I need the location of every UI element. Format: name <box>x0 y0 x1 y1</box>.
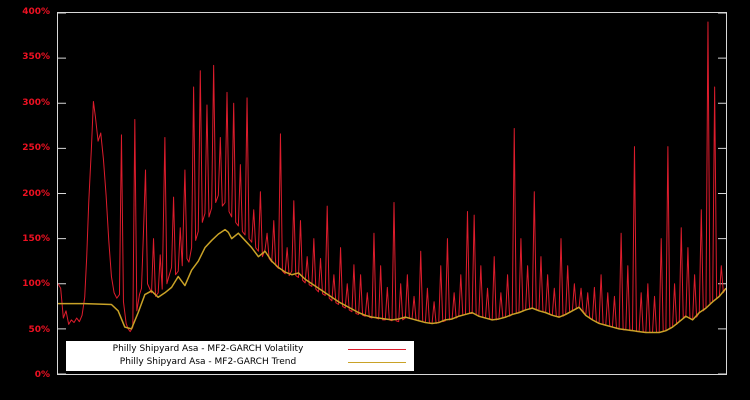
y-axis-label: 100% <box>22 279 50 290</box>
volatility-series-line <box>58 22 726 332</box>
legend-row-trend: Philly Shipyard Asa - MF2-GARCH Trend <box>74 356 406 369</box>
legend-label-volatility: Philly Shipyard Asa - MF2-GARCH Volatili… <box>112 344 304 354</box>
chart-canvas <box>58 13 726 374</box>
trend-series-line <box>58 230 726 333</box>
legend: Philly Shipyard Asa - MF2-GARCH Volatili… <box>66 341 414 371</box>
trend-line-swatch <box>348 361 406 364</box>
y-axis-label: 50% <box>28 324 50 335</box>
y-axis-label: 200% <box>22 188 50 199</box>
y-axis-label: 350% <box>22 52 50 63</box>
volatility-line-swatch <box>348 348 406 351</box>
plot-area: Philly Shipyard Asa - MF2-GARCH Volatili… <box>57 12 727 375</box>
legend-row-volatility: Philly Shipyard Asa - MF2-GARCH Volatili… <box>74 343 406 356</box>
legend-label-trend: Philly Shipyard Asa - MF2-GARCH Trend <box>119 357 297 367</box>
y-axis-label: 300% <box>22 97 50 108</box>
y-axis-label: 150% <box>22 233 50 244</box>
y-axis-label: 0% <box>34 370 50 380</box>
y-axis-label: 250% <box>22 143 50 154</box>
y-axis: 0% 50% 100% 150% 200% 250% 300% 350% 400% <box>0 7 52 380</box>
y-axis-label: 400% <box>22 7 50 17</box>
